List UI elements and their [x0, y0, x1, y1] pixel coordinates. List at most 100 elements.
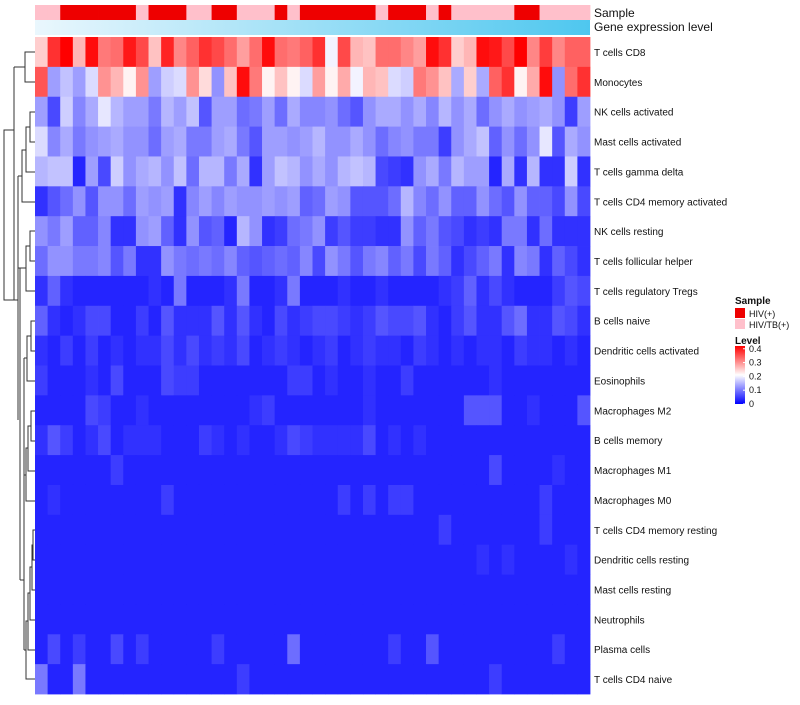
- heatmap-cell: [362, 216, 376, 247]
- heatmap-cell: [135, 634, 149, 665]
- heatmap-cell: [362, 126, 376, 157]
- heatmap-cell: [476, 365, 490, 396]
- heatmap-cell: [85, 634, 99, 665]
- heatmap-cell: [501, 664, 515, 695]
- heatmap-cell: [325, 66, 339, 98]
- heatmap-cell: [236, 186, 250, 217]
- heatmap-cell: [224, 455, 238, 486]
- heatmap-cell: [413, 604, 427, 635]
- heatmap-cell: [476, 305, 490, 337]
- heatmap-cell: [463, 664, 477, 695]
- heatmap-cell: [426, 484, 440, 516]
- heatmap-cell: [350, 604, 364, 635]
- heatmap-cell: [186, 574, 200, 605]
- heatmap-cell: [60, 365, 74, 396]
- heatmap-cell: [262, 634, 276, 665]
- sample-annotation-cell: [110, 5, 124, 20]
- heatmap-cell: [123, 544, 137, 575]
- heatmap-cell: [299, 365, 313, 396]
- heatmap-cell: [236, 305, 250, 337]
- heatmap-cell: [312, 425, 326, 456]
- heatmap-cell: [489, 455, 503, 486]
- heatmap-cell: [161, 634, 175, 665]
- heatmap-cell: [426, 335, 440, 366]
- heatmap-cell: [173, 305, 187, 337]
- heatmap-cell: [526, 664, 540, 695]
- heatmap-cell: [173, 275, 187, 307]
- heatmap-cell: [161, 275, 175, 307]
- heatmap-cell: [224, 365, 238, 396]
- heatmap-cell: [438, 604, 452, 635]
- heatmap-cell: [299, 604, 313, 635]
- heatmap-cell: [350, 634, 364, 665]
- heatmap-cell: [123, 186, 137, 217]
- heatmap-cell: [287, 395, 301, 426]
- heatmap-cell: [35, 275, 49, 307]
- heatmap-cell: [35, 186, 49, 217]
- heatmap-cell: [476, 216, 490, 247]
- heatmap-cell: [299, 156, 313, 187]
- heatmap-cell: [224, 126, 238, 157]
- row-label: NK cells activated: [594, 108, 673, 119]
- heatmap-cell: [438, 275, 452, 307]
- heatmap-cell: [325, 455, 339, 486]
- heatmap-cell: [236, 484, 250, 516]
- heatmap-cell: [350, 484, 364, 516]
- heatmap-cell: [526, 395, 540, 426]
- heatmap-cell: [148, 335, 162, 366]
- heatmap-cell: [539, 634, 553, 665]
- heatmap-cell: [539, 275, 553, 307]
- heatmap-cell: [60, 574, 74, 605]
- heatmap-cell: [85, 455, 99, 486]
- heatmap-cell: [577, 96, 591, 127]
- heatmap-cell: [198, 604, 212, 635]
- heatmap-cell: [413, 574, 427, 605]
- heatmap-cell: [539, 96, 553, 127]
- heatmap-cell: [110, 455, 124, 486]
- heatmap-cell: [413, 484, 427, 516]
- heatmap-cell: [249, 246, 263, 277]
- heatmap-cell: [489, 156, 503, 187]
- legend-level-tick: 0.1: [749, 385, 762, 395]
- heatmap-cell: [476, 126, 490, 157]
- heatmap-cell: [451, 634, 465, 665]
- heatmap-cell: [161, 126, 175, 157]
- heatmap-cell: [161, 186, 175, 217]
- heatmap-cell: [388, 455, 402, 486]
- heatmap-cell: [299, 634, 313, 665]
- heatmap-cell: [577, 275, 591, 307]
- heatmap-cell: [362, 335, 376, 366]
- heatmap-cell: [98, 514, 112, 546]
- heatmap-cell: [564, 246, 578, 277]
- row-label: NK cells resting: [594, 227, 663, 238]
- heatmap-cell: [438, 425, 452, 456]
- heatmap-cell: [35, 395, 49, 426]
- heatmap-cell: [438, 395, 452, 426]
- heatmap-cell: [413, 66, 427, 98]
- heatmap-cell: [123, 216, 137, 247]
- heatmap-cell: [287, 664, 301, 695]
- heatmap-cell: [514, 126, 528, 157]
- sample-annotation-cell: [211, 5, 225, 20]
- heatmap-cell: [274, 186, 288, 217]
- heatmap-cell: [299, 335, 313, 366]
- heatmap-cell: [299, 275, 313, 307]
- heatmap-cell: [262, 305, 276, 337]
- heatmap-cell: [198, 156, 212, 187]
- heatmap-cell: [47, 365, 61, 396]
- heatmap-cell: [501, 37, 515, 68]
- row-label: Mast cells activated: [594, 138, 681, 149]
- heatmap-cell: [564, 275, 578, 307]
- heatmap-cell: [161, 514, 175, 546]
- heatmap-cell: [552, 66, 566, 98]
- heatmap-cell: [489, 484, 503, 516]
- heatmap-cell: [135, 664, 149, 695]
- heatmap-cell: [451, 425, 465, 456]
- heatmap-cell: [514, 425, 528, 456]
- heatmap-cell: [438, 96, 452, 127]
- heatmap-cell: [299, 305, 313, 337]
- heatmap-cell: [262, 484, 276, 516]
- heatmap-cell: [262, 126, 276, 157]
- heatmap-cell: [198, 186, 212, 217]
